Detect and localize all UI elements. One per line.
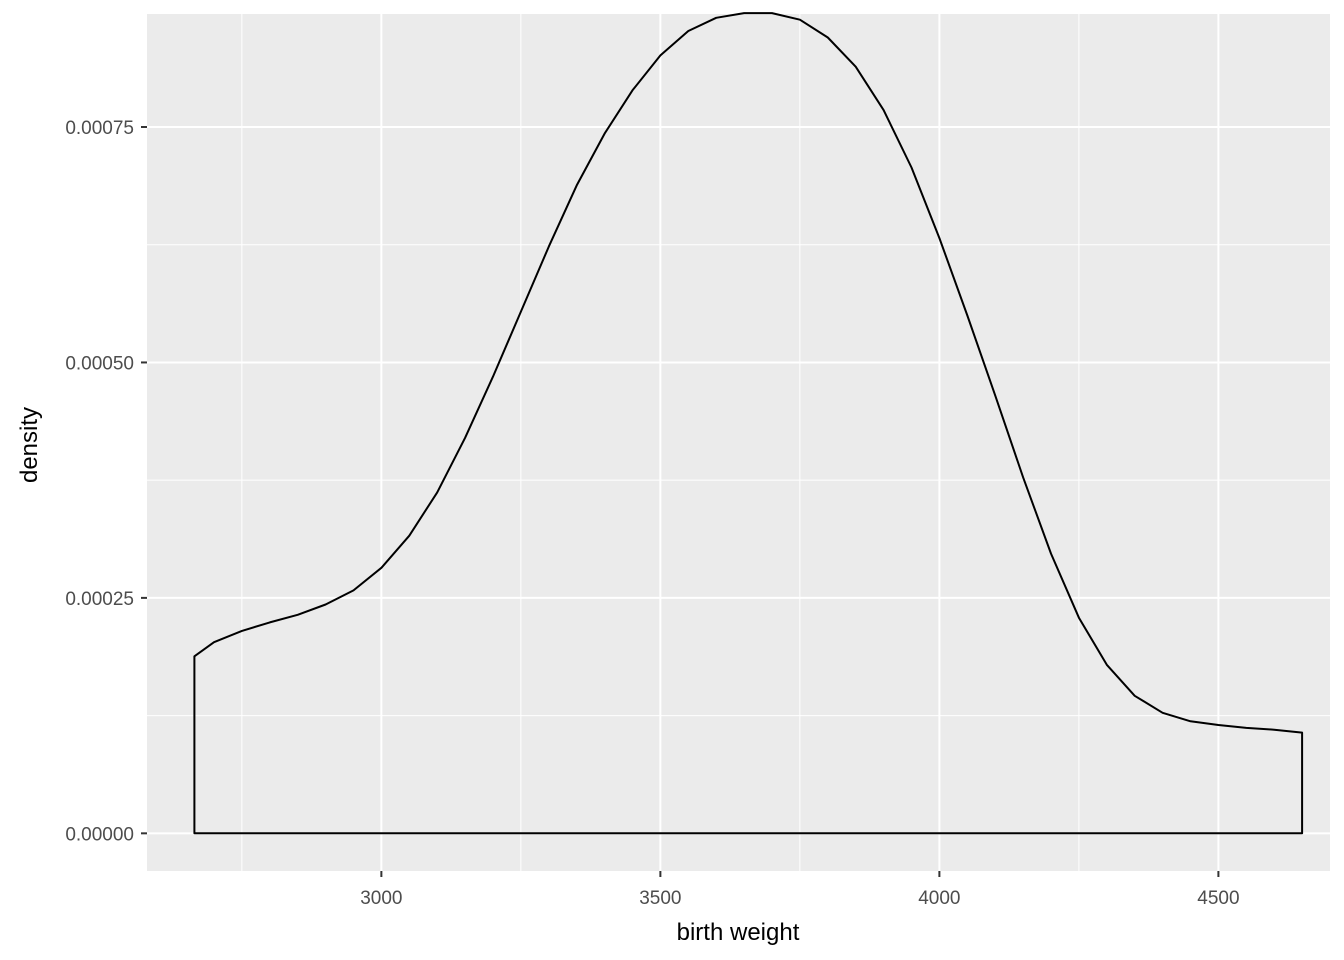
- x-tick-label: 3500: [639, 888, 681, 909]
- y-tick-label: 0.00000: [65, 824, 134, 845]
- y-tick-label: 0.00075: [65, 118, 134, 139]
- density-curve: [193, 12, 1304, 835]
- y-axis-title: density: [16, 407, 43, 483]
- major-gridlines: [147, 14, 1330, 871]
- x-axis-title: birth weight: [677, 919, 800, 946]
- x-tick-label: 4000: [918, 888, 960, 909]
- plot-panel: [147, 14, 1330, 871]
- y-axis: 0.00000 0.00025 0.00050 0.00075: [65, 118, 147, 845]
- y-tick-label: 0.00025: [65, 589, 134, 610]
- y-tick-label: 0.00050: [65, 353, 134, 374]
- x-axis: 3000 3500 4000 4500: [360, 871, 1240, 909]
- x-tick-label: 3000: [360, 888, 402, 909]
- density-layer: [193, 12, 1304, 835]
- x-tick-label: 4500: [1197, 888, 1239, 909]
- minor-gridlines: [147, 8, 1330, 871]
